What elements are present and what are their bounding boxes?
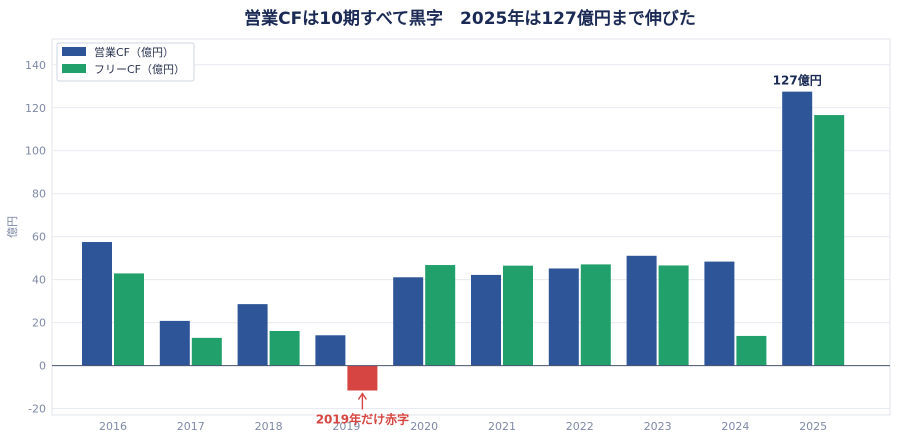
y-tick-label: 40 [32,274,46,287]
y-axis-label: 億円 [6,216,19,238]
y-tick-label: 120 [25,102,46,115]
legend-swatch [62,47,86,56]
bar-operating-cf-2018 [237,304,268,366]
x-tick-label: 2017 [177,420,205,433]
bar-operating-cf-2017 [159,320,190,366]
y-axis: -20 0 20 40 60 80 100 120 140 [25,59,46,416]
bar-operating-cf-2019 [315,335,346,366]
x-tick-label: 2024 [721,420,749,433]
bar-free-cf-2025 [814,115,845,366]
bar-free-cf-2022 [580,264,611,366]
bar-free-cf-2018 [269,330,300,366]
bar-free-cf-2024 [736,335,767,366]
chart-title: 営業CFは10期すべて黒字 2025年は127億円まで伸びた [244,8,696,29]
bar-free-cf-2023 [658,265,689,366]
y-tick-label: 140 [25,59,46,72]
legend: 営業CF（億円） フリーCF（億円） [56,42,195,82]
bar-free-cf-2021 [503,265,533,366]
annotations: 127億円 2019年だけ赤字 [316,73,822,427]
annotation-peak: 127億円 [773,73,822,88]
x-tick-label: 2016 [99,420,127,433]
x-tick-label: 2020 [410,420,438,433]
x-tick-label: 2025 [799,420,827,433]
bar-free-cf-2016 [114,273,144,366]
bar-operating-cf-2016 [82,242,112,366]
bar-free-cf-2020 [425,265,456,366]
y-tick-label: -20 [28,403,46,416]
bar-operating-cf-2022 [548,268,579,366]
x-tick-label: 2019 [332,420,360,433]
y-tick-label: 0 [39,360,46,373]
y-tick-label: 20 [32,317,46,330]
bar-free-cf-2017 [191,337,222,366]
x-axis: 2016 2017 2018 2019 2020 2021 2022 2023 2024 2025 [99,420,827,433]
y-tick-label: 80 [32,188,46,201]
y-tick-label: 60 [32,231,46,244]
bar-operating-cf-2025 [782,91,813,366]
legend-label: 営業CF（億円） [94,45,174,59]
annotation-deficit: 2019年だけ赤字 [316,412,409,427]
bars [82,91,845,391]
bar-free-cf-2019 [347,365,378,391]
y-tick-label: 100 [25,145,46,158]
x-tick-label: 2022 [566,420,594,433]
bar-operating-cf-2021 [471,274,501,366]
legend-label: フリーCF（億円） [94,63,185,76]
bar-operating-cf-2024 [704,261,735,366]
legend-box [56,42,195,82]
bar-operating-cf-2020 [393,277,424,366]
legend-swatch [62,64,86,73]
bar-operating-cf-2023 [626,255,657,366]
x-tick-label: 2018 [255,420,283,433]
x-tick-label: 2023 [644,420,672,433]
annotation-arrow-head [357,392,367,400]
x-tick-label: 2021 [488,420,516,433]
